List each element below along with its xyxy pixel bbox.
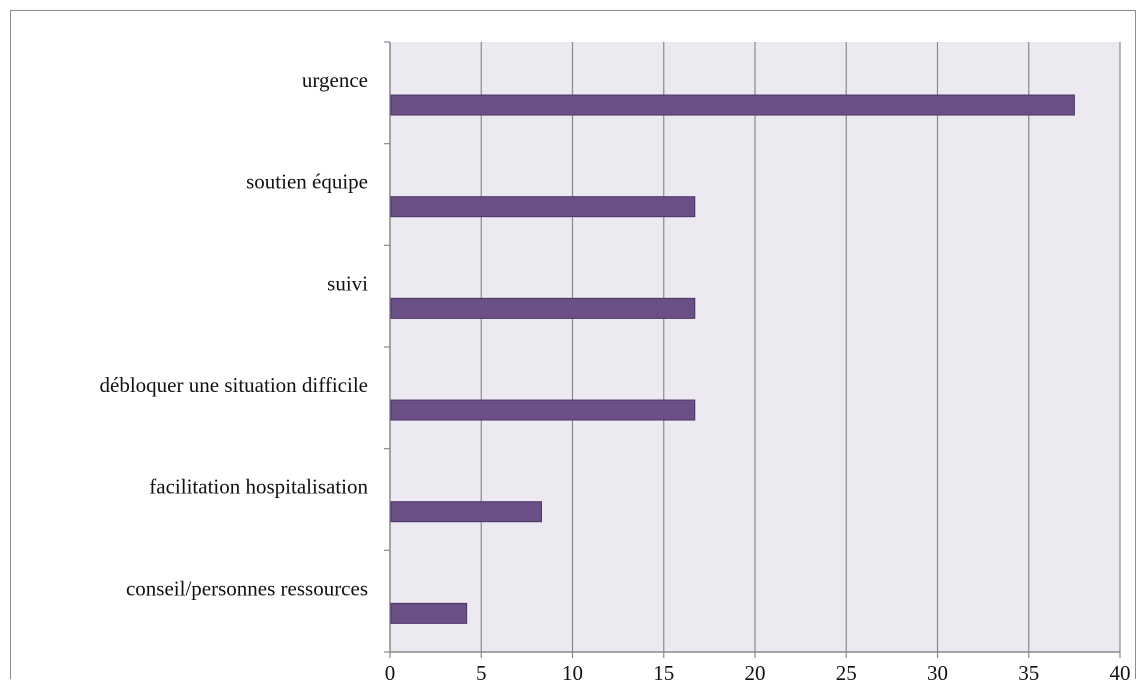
category-label: urgence [302,68,368,92]
x-tick-label: 15 [653,661,674,680]
x-tick-label: 10 [562,661,583,680]
x-tick-label: 20 [745,661,766,680]
bar-3 [390,297,696,319]
x-tick-label: 5 [476,661,487,680]
category-labels: urgence soutien équipe suivi débloquer une … [100,68,369,600]
x-tick-label: 25 [836,661,857,680]
x-tick-label: 35 [1018,661,1039,680]
bar-4 [390,399,696,421]
axes [384,41,1120,653]
bar-2 [390,196,696,218]
category-label: conseil/personnes ressources [126,576,368,600]
bar-5 [390,501,542,523]
bars [390,94,1075,624]
category-label: soutien équipe [246,170,368,194]
gridlines [389,42,1121,658]
bar-1 [390,94,1075,116]
category-label: facilitation hospitalisation [149,475,368,499]
x-tick-labels: 0 5 10 15 20 25 30 35 40 [385,661,1131,680]
x-tick-label: 40 [1110,661,1131,680]
category-label: débloquer une situation difficile [100,373,368,397]
category-label: suivi [327,271,368,295]
x-tick-label: 30 [927,661,948,680]
bar-6 [390,602,468,624]
x-tick-label: 0 [385,661,396,680]
